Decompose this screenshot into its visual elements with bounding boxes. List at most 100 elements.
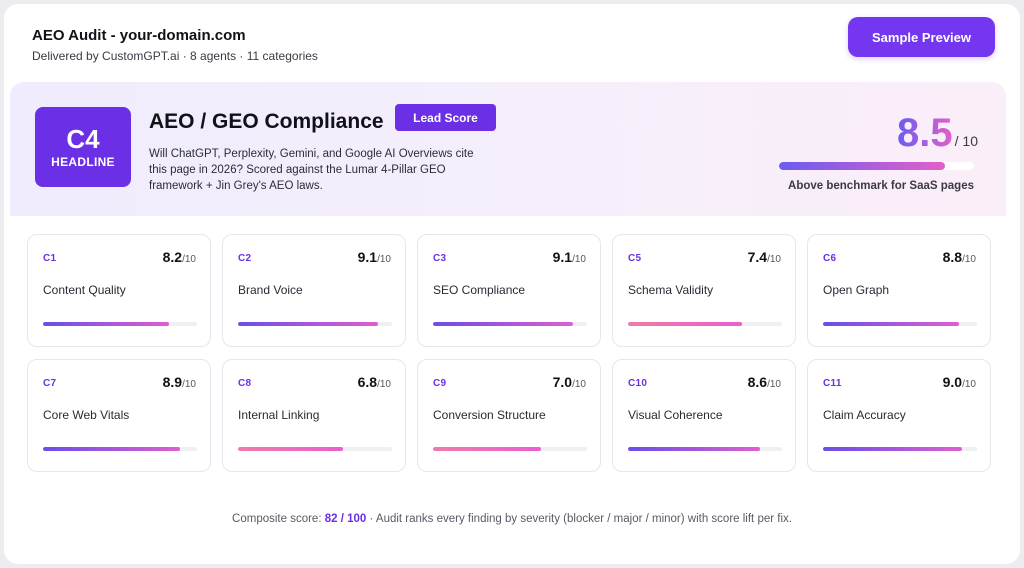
card-score-max: /10 (962, 254, 976, 265)
card-score: 6.8/10 (358, 374, 391, 390)
card-code: C2 (238, 253, 252, 264)
card-score: 7.0/10 (553, 374, 586, 390)
card-progress-bar (628, 447, 782, 451)
category-card[interactable]: C6 8.8/10 Open Graph (807, 234, 991, 347)
card-score-value: 7.4 (747, 249, 768, 265)
card-score-max: /10 (767, 254, 781, 265)
category-card[interactable]: C5 7.4/10 Schema Validity (612, 234, 796, 347)
card-progress-bar (823, 447, 977, 451)
lead-score-button[interactable]: Lead Score (395, 104, 496, 131)
composite-footer: Composite score: 82 / 100 · Audit ranks … (0, 513, 1024, 525)
footer-prefix: Composite score: (232, 513, 325, 525)
card-score: 8.6/10 (748, 374, 781, 390)
report-subtitle: Delivered by CustomGPT.ai · 8 agents · 1… (32, 49, 318, 63)
card-label: Open Graph (823, 283, 890, 297)
card-progress-bar (238, 447, 392, 451)
sample-preview-button[interactable]: Sample Preview (848, 17, 995, 57)
card-progress-fill (628, 447, 761, 451)
card-code: C6 (823, 253, 837, 264)
card-label: Brand Voice (238, 283, 303, 297)
card-progress-bar (433, 447, 587, 451)
score-progress-fill (779, 162, 945, 170)
card-score-max: /10 (377, 254, 391, 265)
card-progress-fill (43, 322, 170, 326)
card-progress-bar (628, 322, 782, 326)
card-label: Claim Accuracy (823, 408, 906, 422)
card-progress-fill (433, 447, 541, 451)
card-score-max: /10 (572, 254, 586, 265)
card-code: C5 (628, 253, 642, 264)
card-progress-bar (823, 322, 977, 326)
category-card[interactable]: C7 8.9/10 Core Web Vitals (27, 359, 211, 472)
category-card[interactable]: C9 7.0/10 Conversion Structure (417, 359, 601, 472)
card-score-value: 9.1 (357, 249, 378, 265)
card-progress-bar (43, 322, 197, 326)
composite-score: 82 / 100 (324, 513, 367, 525)
badge-code: C4 (66, 124, 100, 154)
card-score-max: /10 (182, 379, 196, 390)
category-card[interactable]: C8 6.8/10 Internal Linking (222, 359, 406, 472)
card-progress-bar (238, 322, 392, 326)
card-score: 8.9/10 (163, 374, 196, 390)
card-progress-fill (238, 322, 379, 326)
score-value: 8.5 (897, 111, 953, 155)
category-card[interactable]: C2 9.1/10 Brand Voice (222, 234, 406, 347)
card-score-max: /10 (767, 379, 781, 390)
card-progress-fill (628, 322, 742, 326)
category-badge: C4 HEADLINE (35, 107, 131, 187)
category-card[interactable]: C11 9.0/10 Claim Accuracy (807, 359, 991, 472)
score-progress-bar (779, 162, 974, 170)
card-code: C10 (628, 378, 648, 389)
card-score-value: 9.1 (552, 249, 573, 265)
badge-label: HEADLINE (51, 155, 115, 169)
card-label: Conversion Structure (433, 408, 546, 422)
card-label: Schema Validity (628, 283, 714, 297)
headline-score-panel: C4 HEADLINE AEO / GEO Compliance Lead Sc… (10, 82, 1006, 216)
card-score: 9.0/10 (943, 374, 976, 390)
card-score-max: /10 (182, 254, 196, 265)
card-code: C7 (43, 378, 57, 389)
card-label: SEO Compliance (433, 283, 526, 297)
card-score-max: /10 (377, 379, 391, 390)
card-progress-fill (238, 447, 343, 451)
score-max: / 10 (954, 133, 978, 149)
card-score-value: 7.0 (552, 374, 573, 390)
card-label: Visual Coherence (628, 408, 723, 422)
card-progress-fill (823, 322, 959, 326)
card-progress-fill (823, 447, 962, 451)
card-score-value: 8.8 (942, 249, 963, 265)
card-progress-fill (43, 447, 181, 451)
card-score-max: /10 (962, 379, 976, 390)
card-code: C9 (433, 378, 447, 389)
panel-title: AEO / GEO Compliance (149, 110, 384, 133)
card-progress-bar (433, 322, 587, 326)
card-label: Content Quality (43, 283, 126, 297)
card-code: C11 (823, 378, 842, 389)
card-code: C8 (238, 378, 252, 389)
category-card[interactable]: C10 8.6/10 Visual Coherence (612, 359, 796, 472)
headline-score: 8.5/ 10 Above benchmark for SaaS pages (768, 111, 978, 192)
card-label: Internal Linking (238, 408, 320, 422)
footer-suffix: · Audit ranks every finding by severity … (366, 513, 792, 525)
card-progress-bar (43, 447, 197, 451)
card-label: Core Web Vitals (43, 408, 130, 422)
report-title: AEO Audit - your-domain.com (32, 27, 246, 44)
card-score-value: 8.6 (747, 374, 768, 390)
card-score-value: 8.9 (162, 374, 183, 390)
card-score-max: /10 (572, 379, 586, 390)
card-score-value: 6.8 (357, 374, 378, 390)
card-score-value: 9.0 (942, 374, 963, 390)
card-score: 9.1/10 (358, 249, 391, 265)
card-code: C1 (43, 253, 57, 264)
card-score: 8.8/10 (943, 249, 976, 265)
category-card[interactable]: C3 9.1/10 SEO Compliance (417, 234, 601, 347)
card-score: 8.2/10 (163, 249, 196, 265)
card-score: 9.1/10 (553, 249, 586, 265)
panel-description: Will ChatGPT, Perplexity, Gemini, and Go… (149, 148, 474, 192)
score-caption: Above benchmark for SaaS pages (788, 180, 974, 192)
card-code: C3 (433, 253, 447, 264)
card-score-value: 8.2 (162, 249, 183, 265)
card-score: 7.4/10 (748, 249, 781, 265)
category-card[interactable]: C1 8.2/10 Content Quality (27, 234, 211, 347)
card-progress-fill (433, 322, 574, 326)
